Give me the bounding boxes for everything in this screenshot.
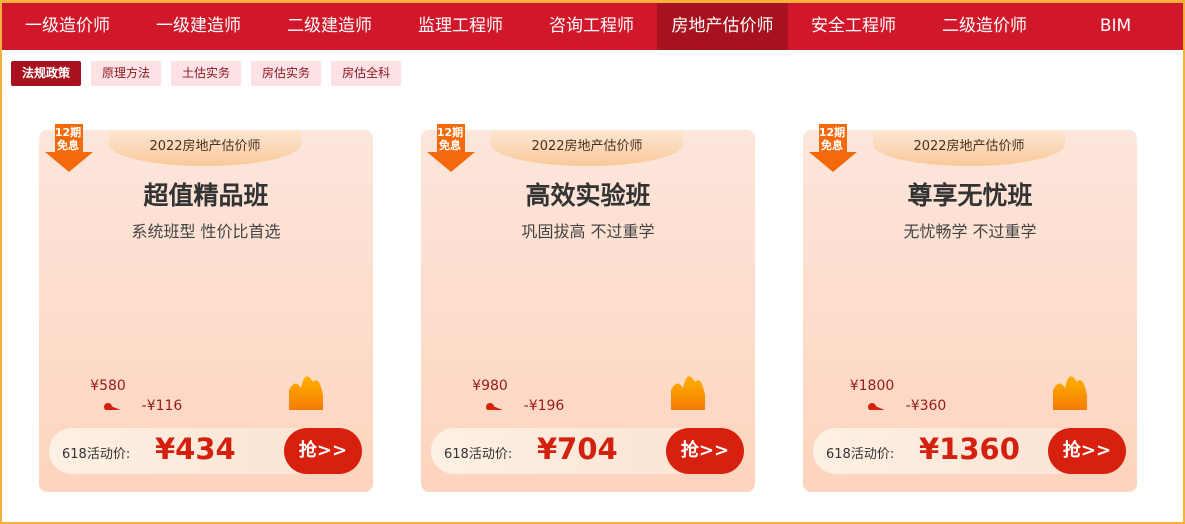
price-label: 618活动价: bbox=[826, 447, 895, 462]
nav-item[interactable]: 一级建造师 bbox=[156, 16, 241, 36]
price-label: -¥196 bbox=[524, 398, 565, 410]
sub-tabs: 法规政策 原理方法 土估实务 房估实务 房估全科 bbox=[11, 61, 402, 86]
course-title: 高效实验班 bbox=[525, 181, 651, 210]
nav-item[interactable]: 一级造价师 bbox=[25, 16, 110, 36]
nav-item[interactable]: 监理工程师 bbox=[418, 16, 503, 36]
badge-line: 12期 bbox=[54, 126, 82, 139]
price-label: 618活动价: bbox=[62, 447, 131, 462]
course-title: 尊享无忧班 bbox=[907, 181, 1033, 210]
nav-item[interactable]: BIM bbox=[1099, 16, 1132, 36]
nav-item[interactable]: 咨询工程师 bbox=[549, 16, 634, 36]
card-ribbon: 2022房地产估价师 bbox=[873, 130, 1065, 166]
price-value: ¥434 bbox=[155, 432, 236, 466]
price-drop-chart: ¥580-¥116-¥30原价折扣用券立省 ¥146 bbox=[90, 376, 323, 410]
price-label: 618活动价: bbox=[444, 447, 513, 462]
card-ribbon: 2022房地产估价师 bbox=[491, 130, 683, 166]
badge-line: 免息 bbox=[57, 139, 79, 152]
course-subtitle: 系统班型 性价比首选 bbox=[131, 222, 281, 241]
savings-arrow-icon bbox=[1053, 376, 1087, 410]
buy-button[interactable]: 抢>> bbox=[284, 428, 362, 474]
nav-item[interactable]: 二级建造师 bbox=[287, 16, 372, 36]
card-ribbon: 2022房地产估价师 bbox=[109, 130, 301, 166]
installment-badge: 12期 免息 bbox=[807, 124, 857, 172]
course-card: 2022房地产估价师 12期 免息 尊享无忧班 无忧畅学 不过重学 ¥1800 -¥… bbox=[803, 124, 1137, 492]
savings-arrow-icon bbox=[289, 376, 323, 410]
course-subtitle: 巩固拔高 不过重学 bbox=[521, 222, 655, 241]
course-title: 超值精品班 bbox=[143, 181, 269, 210]
buy-button[interactable]: 抢>> bbox=[1048, 428, 1126, 474]
nav-item[interactable]: 二级造价师 bbox=[942, 16, 1027, 36]
nav-item[interactable]: 房地产估价师 bbox=[657, 3, 788, 50]
price-label: ¥1800 bbox=[850, 378, 895, 394]
course-subtitle: 无忧畅学 不过重学 bbox=[903, 222, 1037, 241]
price-value: ¥704 bbox=[537, 432, 618, 466]
badge-line: 免息 bbox=[439, 139, 461, 152]
subtab[interactable]: 法规政策 bbox=[11, 61, 82, 86]
course-card: 2022房地产估价师 12期 免息 高效实验班 巩固拔高 不过重学 ¥980 -¥1… bbox=[421, 124, 755, 492]
subtab[interactable]: 土估实务 bbox=[171, 61, 242, 86]
price-bar: 618活动价: ¥434 抢>> bbox=[49, 428, 362, 474]
nav-item[interactable]: 安全工程师 bbox=[811, 16, 896, 36]
badge-line: 12期 bbox=[436, 126, 464, 139]
price-drop-chart: ¥1800-¥360-¥80原价折扣用券立省 ¥440 bbox=[850, 376, 1087, 410]
badge-line: 免息 bbox=[821, 139, 843, 152]
price-drop-chart: ¥980-¥196-¥80原价折扣用券立省 ¥276 bbox=[472, 376, 705, 410]
installment-badge: 12期 免息 bbox=[425, 124, 475, 172]
savings-arrow-icon bbox=[671, 376, 705, 410]
installment-badge: 12期 免息 bbox=[43, 124, 93, 172]
top-nav: 一级造价师 一级建造师 二级建造师 监理工程师 咨询工程师 房地产估价师 安全工程师 二级造价… bbox=[2, 3, 1183, 50]
course-card: 2022房地产估价师 12期 免息 超值精品班 系统班型 性价比首选 ¥580 -¥… bbox=[39, 124, 373, 492]
subtab[interactable]: 房估实务 bbox=[251, 61, 322, 86]
buy-button[interactable]: 抢>> bbox=[666, 428, 744, 474]
price-bar: 618活动价: ¥704 抢>> bbox=[431, 428, 744, 474]
price-label: ¥980 bbox=[472, 378, 508, 394]
price-bar: 618活动价: ¥1360 抢>> bbox=[813, 428, 1126, 474]
price-label: -¥116 bbox=[142, 398, 183, 410]
price-label: ¥580 bbox=[90, 378, 126, 394]
subtab[interactable]: 原理方法 bbox=[91, 61, 162, 86]
badge-line: 12期 bbox=[818, 126, 846, 139]
price-value: ¥1360 bbox=[919, 432, 1020, 466]
price-label: -¥360 bbox=[906, 398, 947, 410]
subtab[interactable]: 房估全科 bbox=[331, 61, 402, 86]
